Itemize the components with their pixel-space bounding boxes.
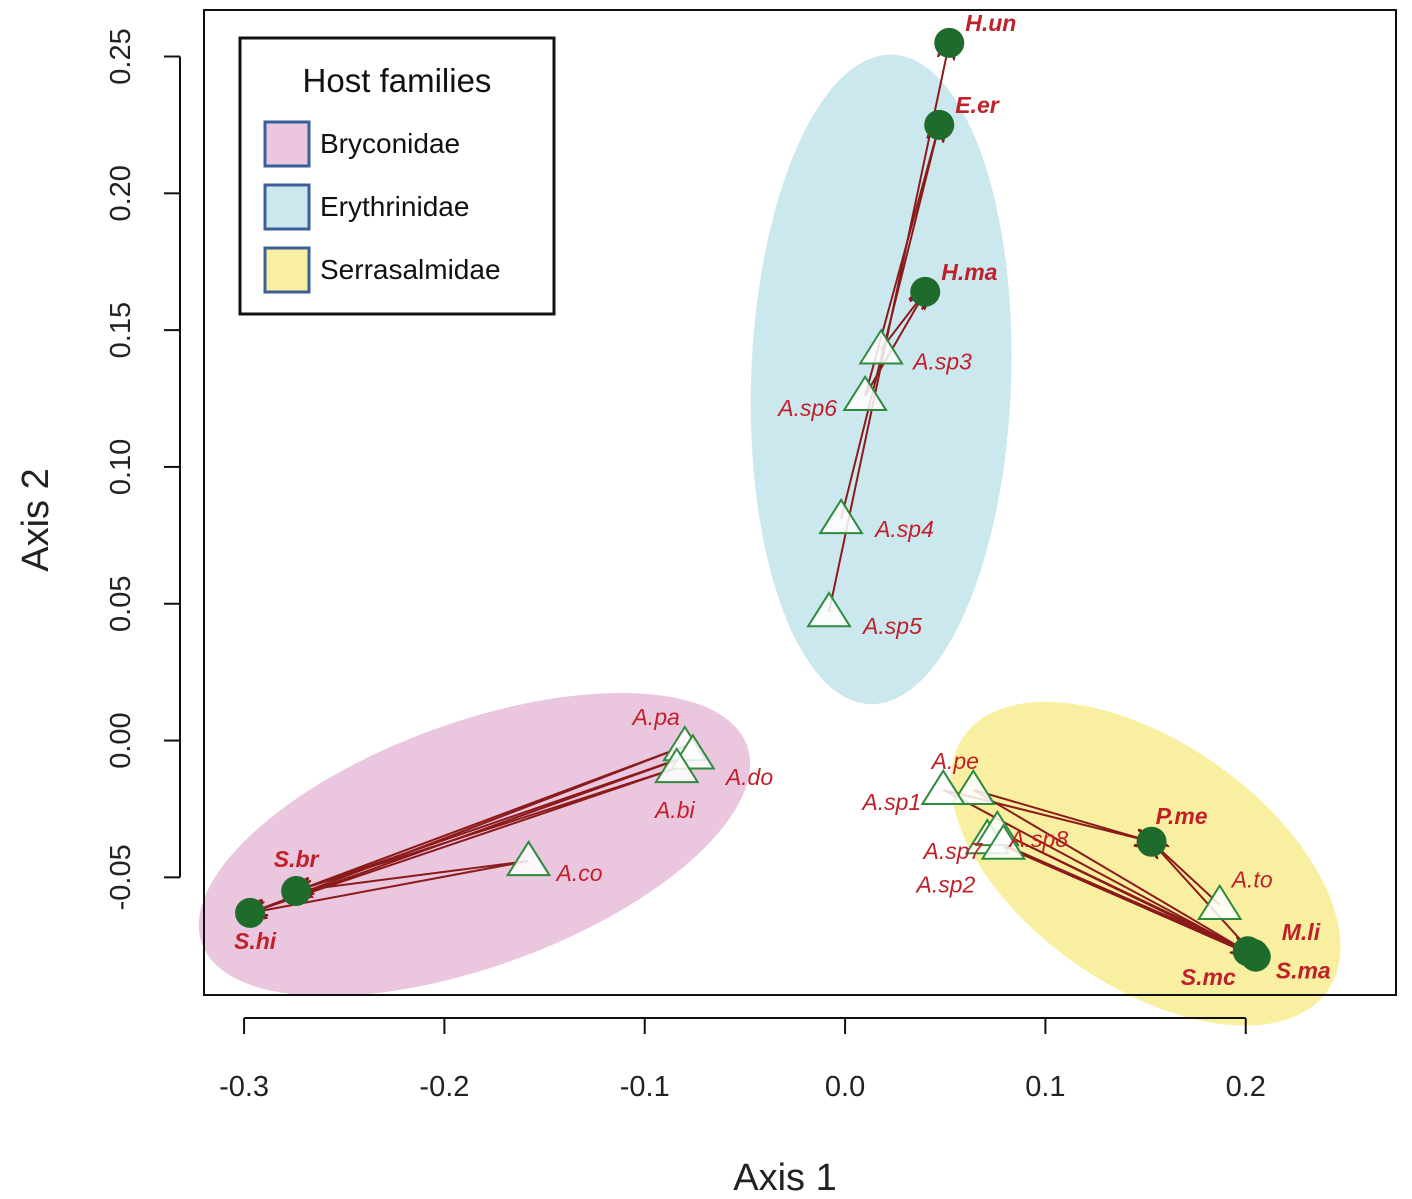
parasite-label: A.sp3	[911, 348, 972, 374]
host-label: M.li	[1282, 919, 1321, 945]
parasite-point	[980, 823, 1027, 860]
y-tick-label: 0.10	[105, 439, 137, 495]
legend-title: Host families	[303, 62, 492, 99]
parasite-label: A.co	[555, 860, 603, 886]
host-point	[1240, 941, 1271, 972]
parasite-label: A.pa	[630, 704, 679, 730]
parasite-label: A.sp8	[1007, 826, 1068, 852]
parasite-label: A.sp6	[776, 395, 837, 421]
host-label: S.ma	[1276, 958, 1331, 984]
legend-label: Bryconidae	[320, 128, 460, 159]
host-point	[1136, 826, 1167, 857]
host-label: P.me	[1156, 803, 1208, 829]
x-tick-label: 0.0	[825, 1071, 865, 1103]
parasite-point	[950, 768, 997, 806]
y-tick-label: 0.25	[105, 28, 137, 84]
link-arrow	[840, 125, 939, 520]
parasite-label: A.sp5	[861, 613, 922, 639]
parasite-label: A.sp1	[860, 789, 921, 815]
plot-frame	[203, 9, 1397, 996]
link-arrow	[973, 788, 1151, 842]
parasite-point	[920, 768, 966, 806]
link-arrow	[864, 292, 925, 397]
host-point	[910, 276, 941, 307]
x-tick-label: 0.2	[1226, 1071, 1266, 1103]
link-arrow	[1152, 842, 1221, 906]
host-point	[934, 27, 965, 58]
link-arrow	[1002, 843, 1247, 952]
legend-label: Serrasalmidae	[320, 254, 501, 285]
x-tick-label: -0.1	[620, 1071, 670, 1103]
y-axis-title: Axis 2	[15, 468, 57, 571]
y-tick-label: 0.20	[105, 165, 137, 221]
parasite-point	[1196, 883, 1243, 920]
y-tick-label: 0.00	[105, 712, 137, 768]
host-label: S.hi	[234, 928, 277, 954]
link-arrow	[972, 788, 1255, 957]
parasite-label: A.to	[1230, 867, 1273, 893]
parasite-label: A.sp4	[873, 516, 934, 542]
link-arrow	[250, 745, 686, 913]
legend-swatch	[263, 246, 311, 294]
host-label: E.er	[955, 92, 1000, 118]
y-tick-label: -0.05	[105, 844, 137, 910]
host-point	[281, 876, 312, 907]
parasite-label: A.pe	[930, 748, 979, 774]
x-tick-label: -0.3	[219, 1071, 269, 1103]
parasite-label: A.do	[724, 764, 774, 790]
parasite-point	[654, 747, 700, 784]
legend-items: Bryconidae Erythrinidae Serrasalmidae	[263, 120, 501, 294]
legend-swatch	[263, 120, 311, 168]
y-tick-label: 0.05	[105, 576, 137, 632]
legend-label: Erythrinidae	[320, 191, 469, 222]
host-label: H.un	[965, 10, 1016, 36]
host-label: H.ma	[941, 259, 997, 285]
parasite-label: A.sp7	[921, 838, 983, 864]
ellipse-erythrinidae	[750, 54, 1012, 705]
parasite-point	[806, 591, 852, 628]
point-layer: H.un E.er H.ma S.br S.hi P.me M.li S.mc S.ma A.sp…	[234, 10, 1331, 990]
ellipse-bryconidae	[198, 692, 751, 997]
parasite-point	[818, 498, 864, 535]
host-point	[924, 109, 955, 140]
parasite-point	[505, 840, 552, 877]
parasite-label: A.sp2	[915, 872, 976, 898]
host-label: S.mc	[1181, 964, 1236, 990]
legend-swatch	[263, 183, 311, 231]
link-arrow	[1150, 841, 1256, 957]
parasite-label: A.bi	[653, 797, 696, 823]
host-label: S.br	[274, 846, 320, 872]
parasite-point	[858, 328, 904, 365]
y-tick-label: 0.15	[105, 302, 137, 358]
host-point	[235, 897, 266, 928]
x-axis-title: Axis 1	[733, 1157, 836, 1199]
x-tick-label: -0.2	[419, 1071, 469, 1103]
parasite-point	[842, 374, 888, 412]
legend: Host families Bryconidae Erythrinidae Serr…	[238, 36, 556, 316]
link-arrow	[996, 829, 1253, 954]
link-arrow	[296, 859, 529, 891]
axis-layer: -0.3 -0.2 -0.1 0.0 0.1 0.2 -0.05 0.00 0.05 0.10 0.…	[105, 28, 1266, 1103]
x-tick-label: 0.1	[1025, 1071, 1065, 1103]
